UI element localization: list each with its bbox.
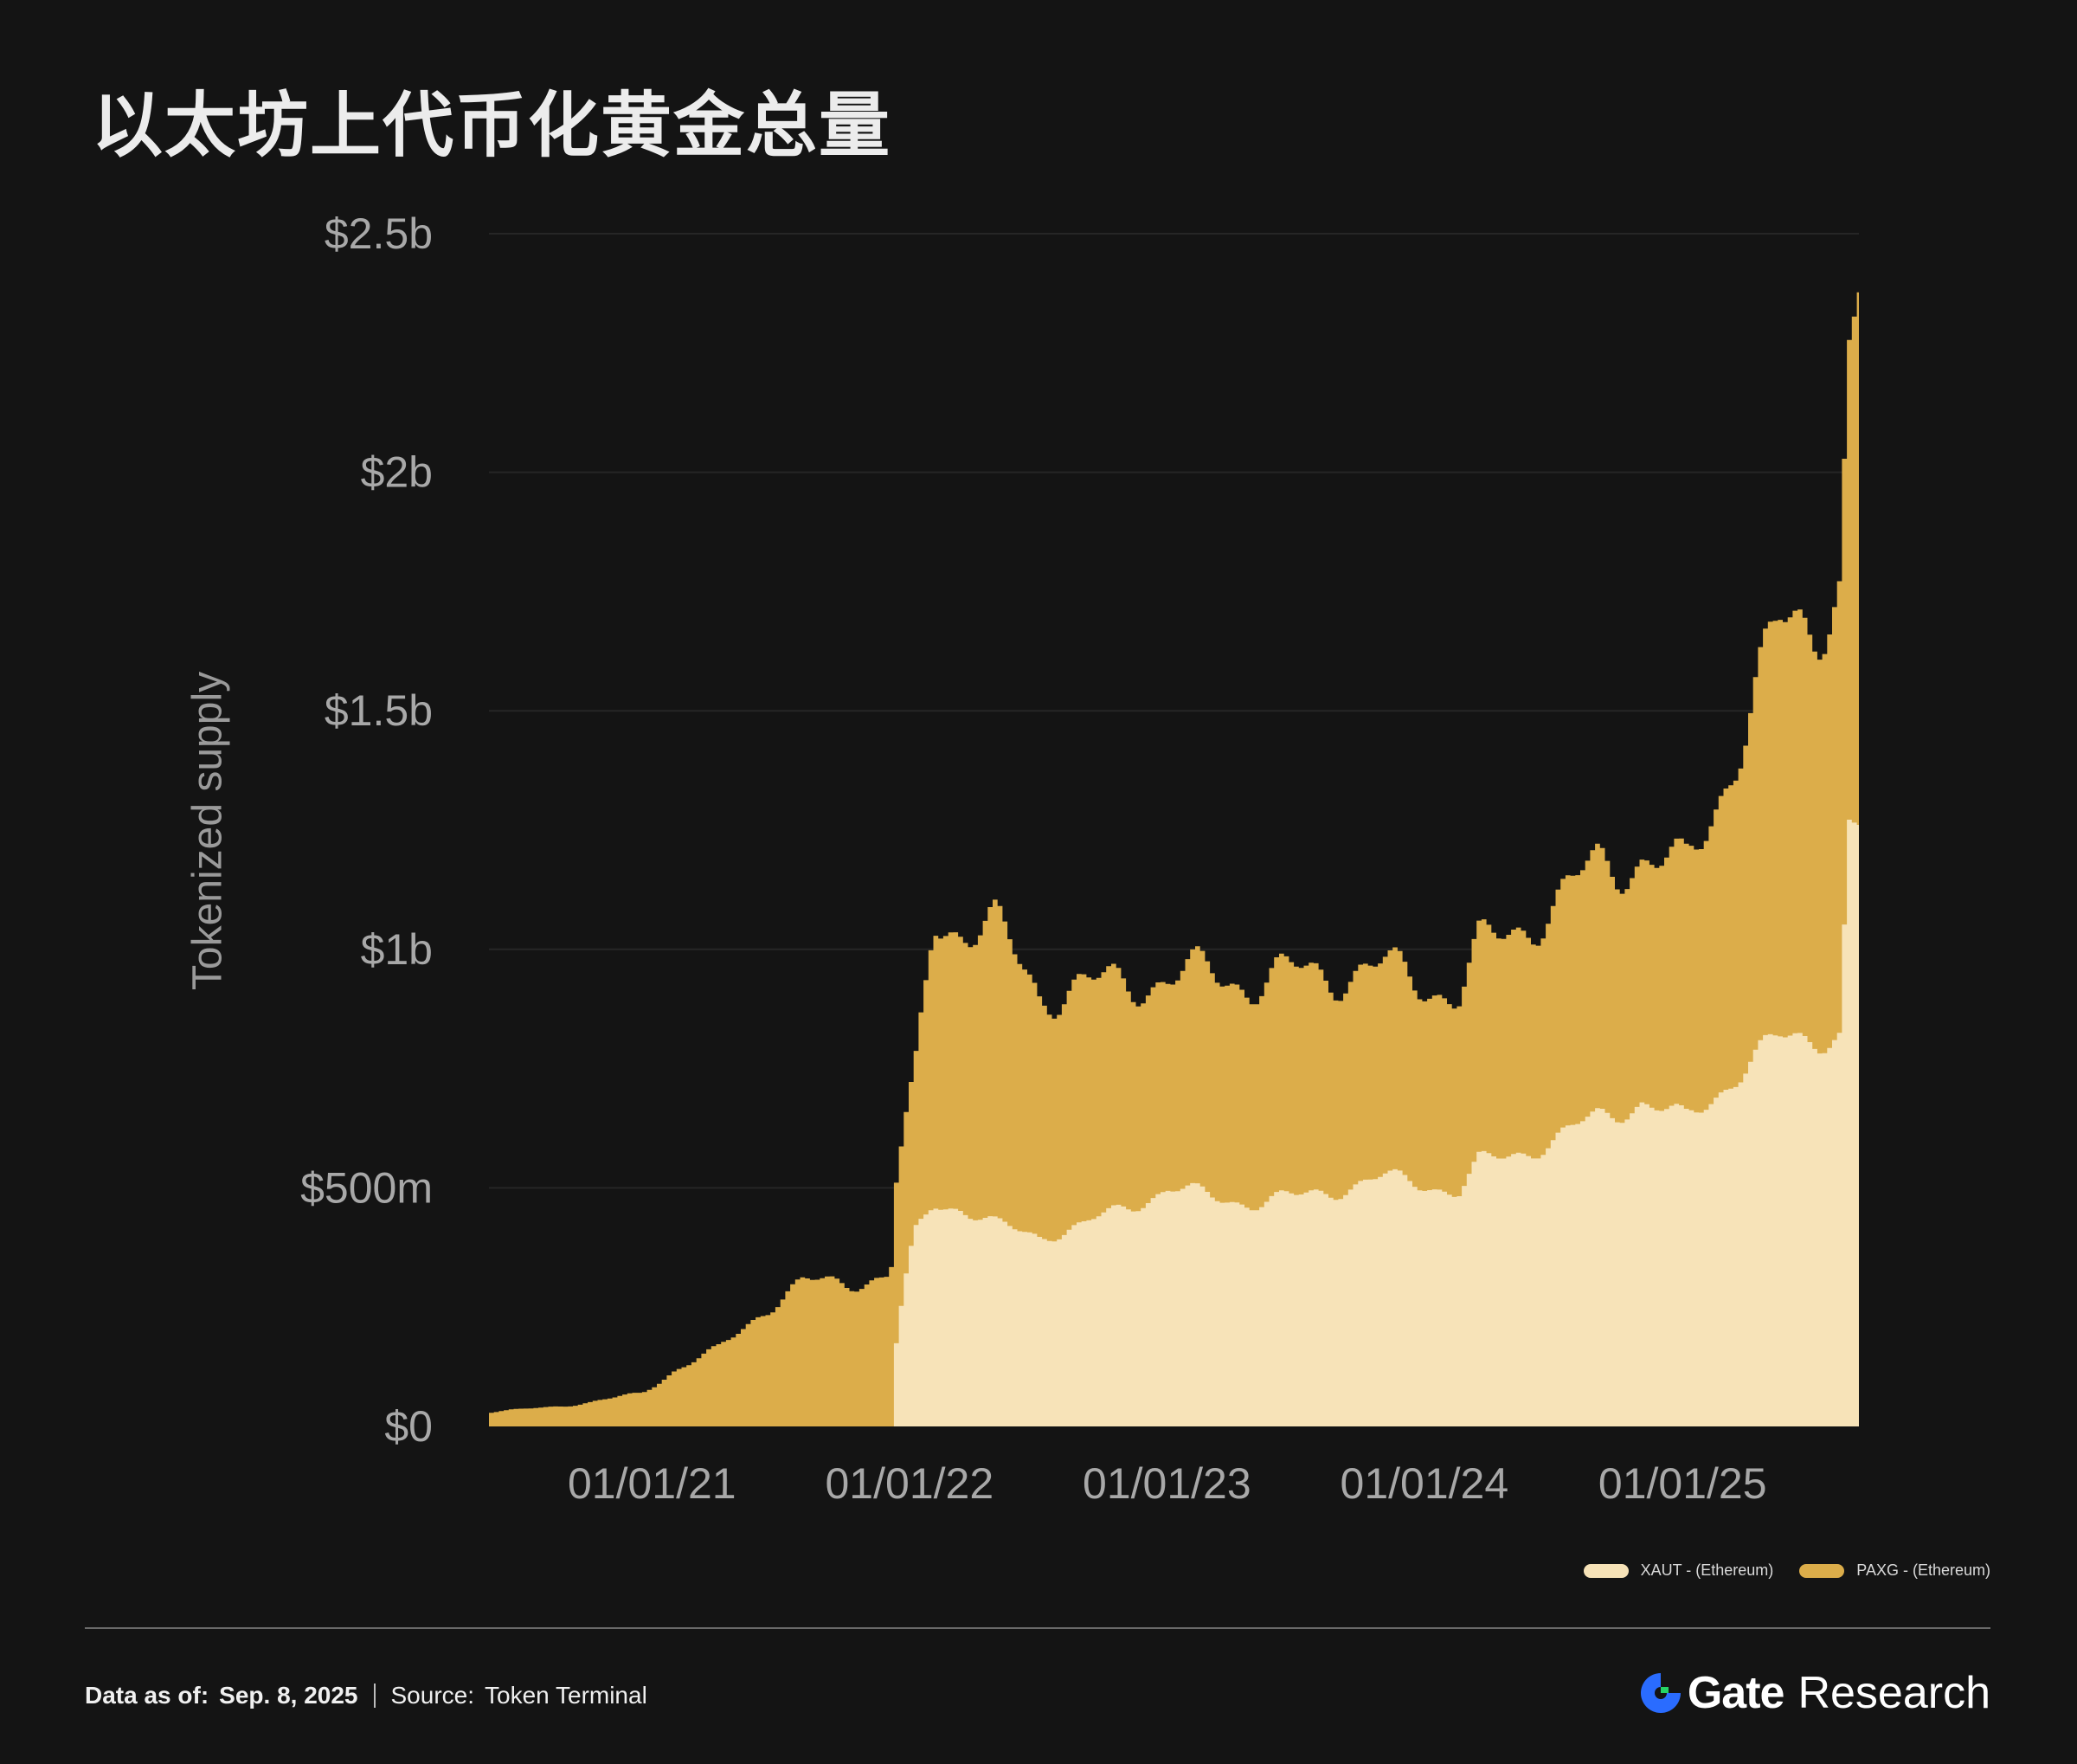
x-tick-label: 01/01/21 xyxy=(568,1459,736,1508)
y-tick-label: $0 xyxy=(384,1402,433,1451)
series-area-paxg xyxy=(489,292,1859,1426)
legend-label-paxg: PAXG - (Ethereum) xyxy=(1856,1561,1990,1579)
x-tick-label: 01/01/22 xyxy=(826,1459,994,1508)
y-tick-label: $1b xyxy=(361,925,433,974)
y-tick-labels: $0 $500m $1b $1.5b $2b $2.5b xyxy=(300,209,433,1451)
x-tick-labels: 01/01/21 01/01/22 01/01/23 01/01/24 01/01/25 xyxy=(568,1459,1767,1508)
legend-label-xaut: XAUT - (Ethereum) xyxy=(1640,1561,1774,1579)
source-value: Token Terminal xyxy=(485,1682,647,1709)
y-tick-label: $2b xyxy=(361,448,433,497)
footer-info: Data as of: Sep. 8, 2025 Source: Token T… xyxy=(85,1682,647,1709)
legend-swatch-xaut xyxy=(1583,1563,1629,1578)
chart-title: 以太坊上代币化黄金总量 xyxy=(92,85,892,167)
legend: XAUT - (Ethereum) PAXG - (Ethereum) xyxy=(1583,1561,1990,1580)
footer-separator xyxy=(373,1684,376,1708)
y-tick-label: $1.5b xyxy=(325,686,433,735)
x-tick-label: 01/01/23 xyxy=(1083,1459,1251,1508)
gate-logo-icon xyxy=(1640,1673,1681,1713)
brand-name: Gate xyxy=(1687,1668,1785,1718)
x-tick-label: 01/01/25 xyxy=(1598,1459,1767,1508)
stacked-area-chart: $0 $500m $1b $1.5b $2b $2.5b 01/01/21 01/01/22… xyxy=(300,209,1859,1508)
data-date-label: Data as of: xyxy=(85,1682,209,1709)
data-date-value: Sep. 8, 2025 xyxy=(219,1682,358,1709)
x-tick-label: 01/01/24 xyxy=(1341,1459,1509,1508)
y-tick-label: $500m xyxy=(300,1163,433,1212)
brand-logo: Gate Research xyxy=(1637,1667,1990,1719)
brand-suffix: Research xyxy=(1797,1668,1990,1718)
legend-swatch-paxg xyxy=(1799,1563,1845,1578)
legend-item-xaut: XAUT - (Ethereum) xyxy=(1583,1561,1774,1580)
y-tick-label: $2.5b xyxy=(325,209,433,258)
legend-item-paxg: PAXG - (Ethereum) xyxy=(1799,1561,1990,1580)
series-area-xaut xyxy=(489,815,1859,1426)
series-areas xyxy=(489,292,1859,1426)
footer-divider xyxy=(85,1627,1990,1629)
source-label: Source: xyxy=(390,1682,475,1709)
